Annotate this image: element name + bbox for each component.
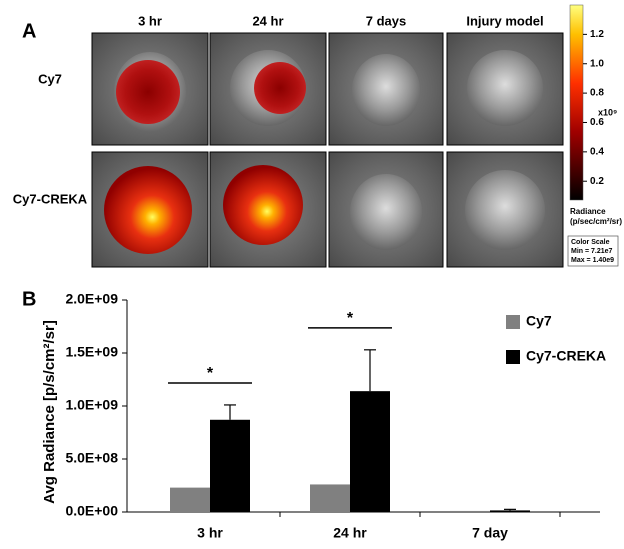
y-tick-label: 1.5E+09 <box>65 344 118 360</box>
colorbar <box>569 4 584 201</box>
brain <box>465 170 545 250</box>
x-tick-label: 7 day <box>472 525 508 541</box>
color-scale-min: Min = 7.21e7 <box>571 248 613 255</box>
image-grid <box>91 32 564 268</box>
colorbar-tick-label: 0.6 <box>590 117 604 128</box>
colorbar-tick-label: 1.2 <box>590 29 604 40</box>
x-tick-label: 24 hr <box>333 525 367 541</box>
y-tick-label: 2.0E+09 <box>65 291 118 307</box>
brain <box>467 50 543 126</box>
panel-label: A <box>22 20 36 42</box>
brain <box>350 174 422 250</box>
y-axis-label: Avg Radiance [p/s/cm²/sr] <box>41 320 58 504</box>
legend-swatch <box>506 315 520 329</box>
colorbar-tick-label: 0.4 <box>590 146 604 157</box>
colorbar-tick-label: 1.0 <box>590 58 604 69</box>
color-scale-max: Max = 1.40e9 <box>571 257 614 264</box>
colorbar-unit: (p/sec/cm²/sr) <box>570 217 622 226</box>
column-label: 24 hr <box>252 13 283 28</box>
bar <box>310 484 350 512</box>
x-tick-label: 3 hr <box>197 525 223 541</box>
color-scale-box <box>567 235 619 267</box>
y-tick-label: 1.0E+09 <box>65 397 118 413</box>
y-tick-label: 5.0E+08 <box>65 450 118 466</box>
legend-label: Cy7 <box>526 313 552 329</box>
row-label: Cy7-CREKA <box>13 191 88 206</box>
column-label: 3 hr <box>138 13 162 28</box>
row-label: Cy7 <box>38 71 62 86</box>
bar <box>210 419 250 512</box>
bar <box>490 510 530 512</box>
colorbar-tick-label: 0.2 <box>590 176 604 187</box>
legend-label: Cy7-CREKA <box>526 348 606 364</box>
color-scale-title: Color Scale <box>571 239 610 246</box>
panel-label: B <box>22 288 36 310</box>
colorbar-title: Radiance <box>570 207 606 216</box>
column-label: Injury model <box>466 13 543 28</box>
y-tick-label: 0.0E+00 <box>65 503 118 519</box>
annotation: * <box>207 365 214 382</box>
bar <box>450 510 490 512</box>
annotation: * <box>347 310 354 327</box>
bar <box>170 487 210 512</box>
brain <box>352 54 420 126</box>
legend-swatch <box>506 350 520 364</box>
column-label: 7 days <box>366 13 406 28</box>
bar <box>350 391 390 512</box>
signal <box>104 166 192 254</box>
signal <box>116 60 180 124</box>
colorbar-tick-label: 0.8 <box>590 88 604 99</box>
colorbar-multiplier: x10⁹ <box>598 107 617 117</box>
signal <box>254 62 306 114</box>
signal <box>223 165 303 245</box>
